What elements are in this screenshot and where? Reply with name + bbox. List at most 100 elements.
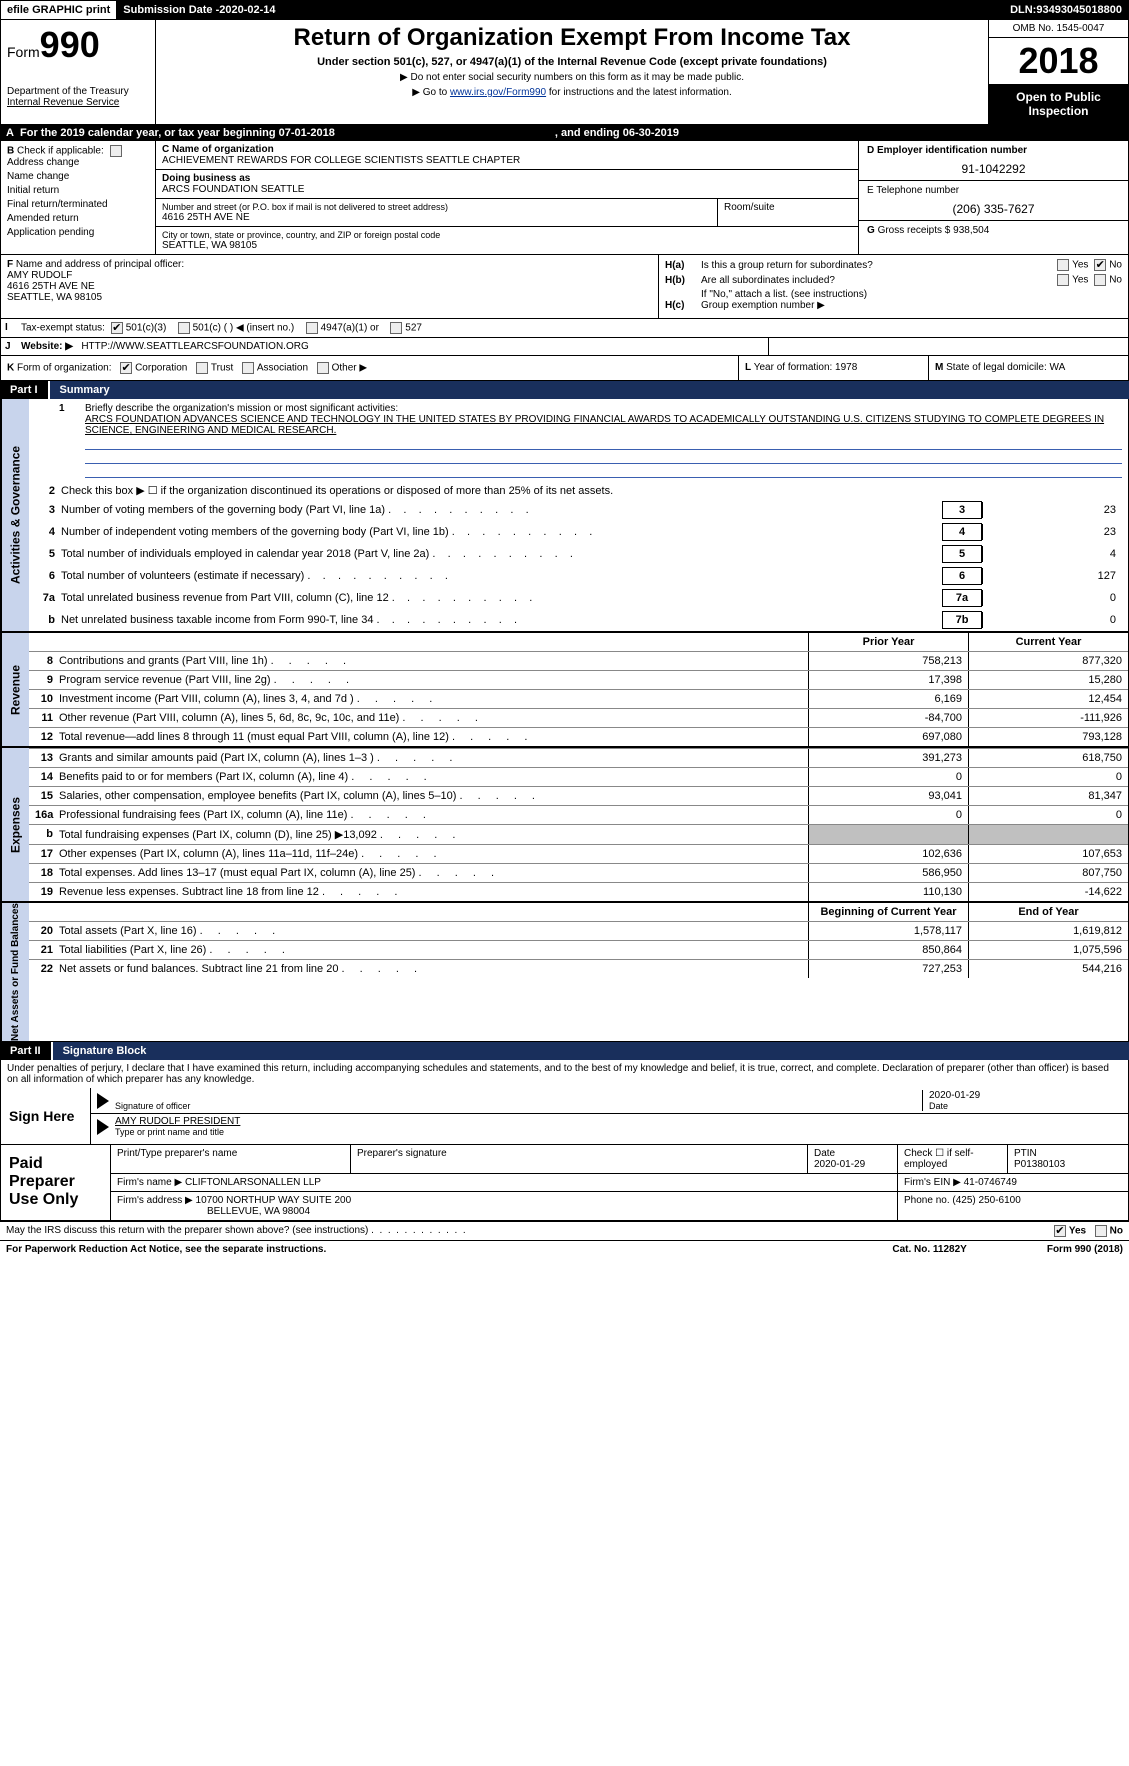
blank bbox=[29, 903, 59, 921]
fin-line: 16aProfessional fundraising fees (Part I… bbox=[29, 805, 1128, 824]
firm-phone-cell: Phone no. (425) 250-6100 bbox=[898, 1192, 1128, 1220]
blank bbox=[59, 903, 808, 921]
label-i: I bbox=[1, 319, 15, 337]
fin-line: 9Program service revenue (Part VIII, lin… bbox=[29, 670, 1128, 689]
fin-line: 17Other expenses (Part IX, column (A), l… bbox=[29, 844, 1128, 863]
prep-date-value: 2020-01-29 bbox=[814, 1159, 865, 1170]
ein-value: 91-1042292 bbox=[867, 162, 1120, 176]
current-val: -14,622 bbox=[968, 883, 1128, 901]
ha-no-checkbox[interactable] bbox=[1094, 259, 1106, 271]
other-checkbox[interactable] bbox=[317, 362, 329, 374]
501c-checkbox[interactable] bbox=[178, 322, 190, 334]
blank-line bbox=[85, 436, 1122, 450]
fin-line: 8Contributions and grants (Part VIII, li… bbox=[29, 651, 1128, 670]
current-val bbox=[968, 825, 1128, 844]
blank bbox=[59, 633, 808, 651]
website-url: HTTP://WWW.SEATTLEARCSFOUNDATION.ORG bbox=[81, 341, 308, 352]
website-label: Website: ▶ bbox=[21, 341, 73, 352]
current-val: 107,653 bbox=[968, 845, 1128, 863]
fin-line: 14Benefits paid to or for members (Part … bbox=[29, 767, 1128, 786]
line-num: 7a bbox=[35, 592, 61, 604]
officer-addr1: 4616 25TH AVE NE bbox=[7, 281, 95, 292]
no-label: No bbox=[1109, 260, 1122, 271]
line-desc: Total revenue—add lines 8 through 11 (mu… bbox=[59, 728, 808, 746]
fin-line: 20Total assets (Part X, line 16) . . . .… bbox=[29, 921, 1128, 940]
line-num: 19 bbox=[29, 883, 59, 901]
4947-checkbox[interactable] bbox=[306, 322, 318, 334]
row-j: J Website: ▶ HTTP://WWW.SEATTLEARCSFOUND… bbox=[0, 338, 1129, 356]
current-val: 618,750 bbox=[968, 749, 1128, 767]
prior-val: 758,213 bbox=[808, 652, 968, 670]
current-year-hdr: Current Year bbox=[968, 633, 1128, 651]
dln-label: DLN: bbox=[1010, 4, 1036, 16]
net-lines: 20Total assets (Part X, line 16) . . . .… bbox=[29, 921, 1128, 978]
firm-name-cell: Firm's name ▶ CLIFTONLARSONALLEN LLP bbox=[111, 1174, 898, 1191]
note-link: ▶ Go to www.irs.gov/Form990 for instruct… bbox=[164, 87, 980, 98]
discuss-no: No bbox=[1110, 1226, 1123, 1237]
corp-checkbox[interactable] bbox=[120, 362, 132, 374]
tax-exempt-body: Tax-exempt status: 501(c)(3) 501(c) ( ) … bbox=[15, 319, 1128, 337]
gov-line: 2Check this box ▶ ☐ if the organization … bbox=[29, 482, 1128, 499]
line-desc: Other revenue (Part VIII, column (A), li… bbox=[59, 709, 808, 727]
sig-right: Signature of officer 2020-01-29 Date AMY… bbox=[91, 1088, 1128, 1144]
fin-header-row: Prior Year Current Year bbox=[29, 633, 1128, 651]
fin-line: 21Total liabilities (Part X, line 26) . … bbox=[29, 940, 1128, 959]
block-fh: F Name and address of principal officer:… bbox=[0, 255, 1129, 319]
line-desc: Total assets (Part X, line 16) . . . . . bbox=[59, 922, 808, 940]
footer-left: For Paperwork Reduction Act Notice, see … bbox=[6, 1244, 326, 1255]
prep-row-1: Print/Type preparer's name Preparer's si… bbox=[111, 1145, 1128, 1174]
527-checkbox[interactable] bbox=[390, 322, 402, 334]
firm-ein: 41-0746749 bbox=[964, 1177, 1017, 1188]
current-val: 807,750 bbox=[968, 864, 1128, 882]
dln-value: 93493045018800 bbox=[1036, 4, 1122, 16]
prior-val: 102,636 bbox=[808, 845, 968, 863]
col-f: F Name and address of principal officer:… bbox=[1, 255, 658, 318]
officer-sig-line: Signature of officer 2020-01-29 Date bbox=[91, 1088, 1128, 1114]
prior-year-hdr: Prior Year bbox=[808, 633, 968, 651]
opt-address-change: Address change bbox=[7, 157, 149, 168]
firm-phone: (425) 250-6100 bbox=[952, 1195, 1020, 1206]
opt-pending: Application pending bbox=[7, 227, 149, 238]
gov-line: bNet unrelated business taxable income f… bbox=[29, 609, 1128, 631]
current-val: 1,619,812 bbox=[968, 922, 1128, 940]
current-val: 81,347 bbox=[968, 787, 1128, 805]
firm-addr-cell: Firm's address ▶ 10700 NORTHUP WAY SUITE… bbox=[111, 1192, 898, 1220]
net-header-row: Beginning of Current Year End of Year bbox=[29, 903, 1128, 921]
line-desc: Program service revenue (Part VIII, line… bbox=[59, 671, 808, 689]
officer-addr2: SEATTLE, WA 98105 bbox=[7, 292, 102, 303]
city-label: City or town, state or province, country… bbox=[162, 230, 852, 240]
open-to-public: Open to Public Inspection bbox=[989, 84, 1128, 124]
trust-checkbox[interactable] bbox=[196, 362, 208, 374]
dba-block: Doing business as ARCS FOUNDATION SEATTL… bbox=[156, 170, 858, 199]
irs-link[interactable]: www.irs.gov/Form990 bbox=[450, 87, 546, 98]
preparer-left-label: Paid Preparer Use Only bbox=[1, 1145, 111, 1220]
line-val: 0 bbox=[982, 612, 1122, 628]
current-val: 544,216 bbox=[968, 960, 1128, 978]
501c3-checkbox[interactable] bbox=[111, 322, 123, 334]
line-desc: Number of independent voting members of … bbox=[61, 526, 938, 538]
line-desc: Net unrelated business taxable income fr… bbox=[61, 614, 938, 626]
row-k-left: K Form of organization: Corporation Trus… bbox=[1, 356, 738, 380]
hb-yes-checkbox[interactable] bbox=[1057, 274, 1069, 286]
col-c: C Name of organization ACHIEVEMENT REWAR… bbox=[156, 141, 858, 254]
blank-line bbox=[85, 450, 1122, 464]
line-num: 17 bbox=[29, 845, 59, 863]
opt-other: Other ▶ bbox=[332, 363, 367, 374]
block-bcdeg: B Check if applicable: Address change Na… bbox=[0, 141, 1129, 255]
gov-line: 7aTotal unrelated business revenue from … bbox=[29, 587, 1128, 609]
prior-val: 93,041 bbox=[808, 787, 968, 805]
hb-note: If "No," attach a list. (see instruction… bbox=[665, 289, 1122, 300]
section-net: Net Assets or Fund Balances Beginning of… bbox=[1, 901, 1128, 1041]
discuss-yes-checkbox[interactable] bbox=[1054, 1225, 1066, 1237]
side-label-rev: Revenue bbox=[1, 633, 29, 746]
assoc-checkbox[interactable] bbox=[242, 362, 254, 374]
ha-yn: Yes No bbox=[1054, 259, 1122, 271]
line-val: 0 bbox=[982, 590, 1122, 606]
hb-no-checkbox[interactable] bbox=[1094, 274, 1106, 286]
label-m: M bbox=[935, 362, 943, 373]
fin-line: 15Salaries, other compensation, employee… bbox=[29, 786, 1128, 805]
officer-label: Name and address of principal officer: bbox=[16, 259, 184, 270]
checkbox-icon[interactable] bbox=[110, 145, 122, 157]
ha-yes-checkbox[interactable] bbox=[1057, 259, 1069, 271]
discuss-no-checkbox[interactable] bbox=[1095, 1225, 1107, 1237]
